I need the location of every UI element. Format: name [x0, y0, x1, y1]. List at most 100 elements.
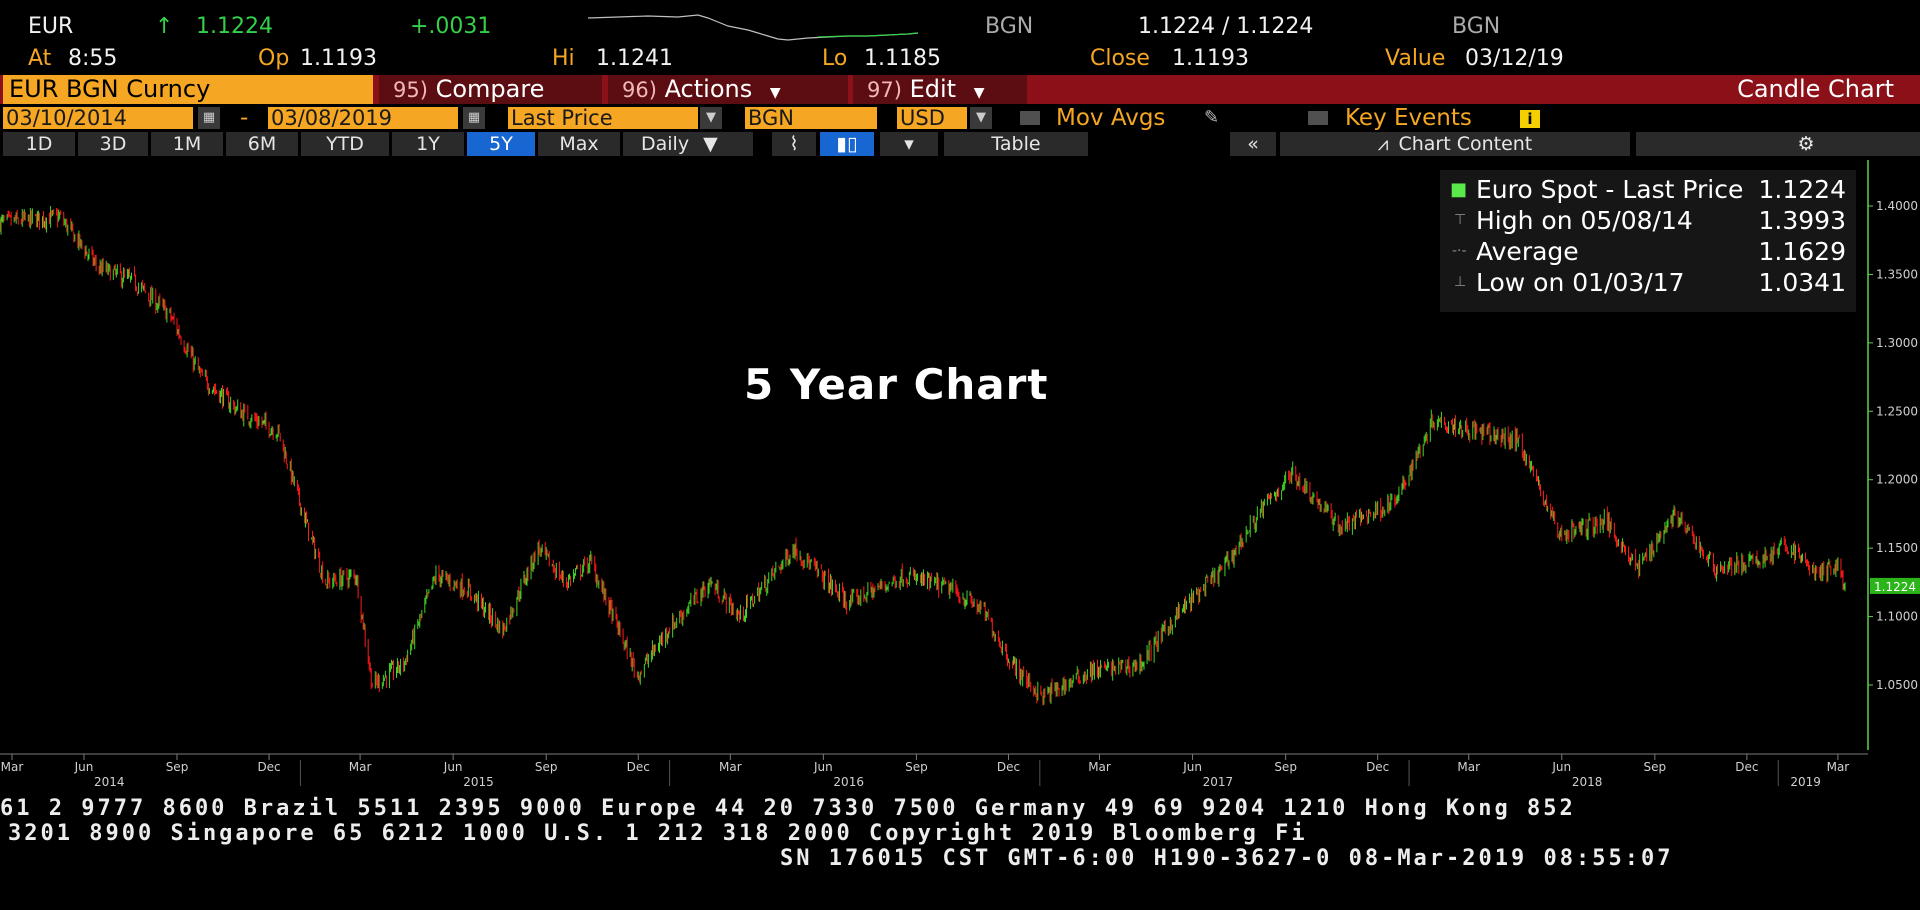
at-value: 8:55 — [68, 46, 118, 71]
legend-row-last-price: ■ Euro Spot - Last Price 1.1224 — [1450, 174, 1846, 205]
legend-series-swatch: ■ — [1450, 179, 1468, 200]
footer-contacts-line2: 3201 8900 Singapore 65 6212 1000 U.S. 1 … — [8, 821, 1308, 846]
mov-avgs-checkbox[interactable] — [1020, 111, 1040, 125]
actions-button[interactable]: 96) Actions ▼ — [608, 75, 848, 104]
at-label: At — [28, 46, 52, 71]
options-toolbar: 03/10/2014 ▦ - 03/08/2019 ▦ Last Price ▼… — [0, 106, 1920, 130]
edit-number: 97) — [867, 78, 902, 102]
low-label: Lo — [822, 46, 848, 71]
chart-content-icon: ⩘ — [1377, 133, 1389, 155]
edit-button[interactable]: 97) Edit ▼ — [853, 75, 1027, 104]
y-tick-label: 1.2500 — [1876, 404, 1918, 418]
field-select[interactable]: Last Price — [508, 107, 698, 129]
x-year-label: 2017 — [1203, 775, 1234, 789]
legend-label: Euro Spot - Last Price — [1476, 175, 1744, 204]
x-month-label: Sep — [535, 760, 558, 774]
last-price-tag-label: 1.1224 — [1874, 580, 1916, 594]
bid-ask: 1.1224 / 1.1224 — [1138, 14, 1314, 39]
up-arrow-icon: ↑ — [155, 14, 174, 39]
x-month-label: Mar — [1, 760, 24, 774]
settings-button[interactable]: ⚙ — [1636, 132, 1920, 156]
close-value: 1.1193 — [1172, 46, 1249, 71]
range-3d-button[interactable]: 3D — [78, 132, 148, 156]
chart-title: 5 Year Chart — [744, 360, 1049, 409]
range-1y-button[interactable]: 1Y — [392, 132, 464, 156]
open-value: 1.1193 — [300, 46, 377, 71]
chevron-down-icon[interactable]: ▾ — [880, 132, 938, 156]
chevron-down-icon[interactable]: ▼ — [700, 107, 722, 129]
compare-button[interactable]: 95) Compare — [379, 75, 602, 104]
high-value: 1.1241 — [596, 46, 673, 71]
end-date-input[interactable]: 03/08/2019 — [268, 107, 458, 129]
table-button[interactable]: Table — [944, 132, 1088, 156]
range-1d-button[interactable]: 1D — [3, 132, 75, 156]
bid-ask-source: BGN — [1452, 14, 1501, 39]
open-label: Op — [258, 46, 290, 71]
actions-label: Actions — [664, 75, 753, 103]
y-tick-label: 1.1000 — [1876, 610, 1918, 624]
key-events-checkbox[interactable] — [1308, 111, 1328, 125]
last-price: 1.1224 — [196, 14, 273, 39]
legend-value: 1.0341 — [1758, 268, 1846, 297]
actions-number: 96) — [622, 78, 657, 102]
chevron-down-icon[interactable]: ▼ — [970, 107, 992, 129]
x-month-label: Dec — [1366, 760, 1389, 774]
x-month-label: Sep — [1644, 760, 1667, 774]
net-change: +.0031 — [410, 14, 492, 39]
line-chart-icon[interactable]: ⌇ — [772, 132, 816, 156]
collapse-icon[interactable]: « — [1230, 132, 1276, 156]
info-icon[interactable]: i — [1520, 106, 1540, 130]
chart-legend: ■ Euro Spot - Last Price 1.1224 ⊤ High o… — [1440, 170, 1856, 312]
legend-label: Low on 01/03/17 — [1476, 268, 1685, 297]
range-ytd-button[interactable]: YTD — [301, 132, 389, 156]
x-month-label: Jun — [443, 760, 463, 774]
low-marker-icon: ⊥ — [1454, 274, 1467, 290]
currency-select[interactable]: USD — [897, 107, 967, 129]
range-toolbar: 1D 3D 1M 6M YTD 1Y 5Y Max Daily ▼ ⌇ ▮▯ ▾… — [0, 131, 1920, 157]
range-1m-button[interactable]: 1M — [151, 132, 223, 156]
period-label: Daily — [641, 133, 690, 155]
close-label: Close — [1090, 46, 1150, 71]
legend-label: High on 05/08/14 — [1476, 206, 1693, 235]
x-year-label: 2018 — [1572, 775, 1603, 789]
price-source: BGN — [985, 14, 1034, 39]
source-input[interactable]: BGN — [745, 107, 877, 129]
y-tick-label: 1.2000 — [1876, 473, 1918, 487]
calendar-icon[interactable]: ▦ — [463, 107, 485, 129]
period-select[interactable]: Daily ▼ — [623, 132, 753, 156]
chart-type-title: Candle Chart — [1737, 75, 1894, 103]
mov-avgs-label[interactable]: Mov Avgs — [1056, 105, 1166, 131]
y-tick-label: 1.3000 — [1876, 336, 1918, 350]
x-month-label: Mar — [1827, 760, 1850, 774]
security-field[interactable]: EUR BGN Curncy — [3, 75, 373, 104]
footer-contacts-line1: 61 2 9777 8600 Brazil 5511 2395 9000 Eur… — [0, 796, 1576, 821]
footer-session-line: SN 176015 CST GMT-6:00 H190-3627-0 08-Ma… — [780, 846, 1674, 871]
x-month-label: Mar — [349, 760, 372, 774]
range-max-button[interactable]: Max — [538, 132, 620, 156]
candle-chart-icon[interactable]: ▮▯ — [820, 132, 874, 156]
legend-value: 1.1629 — [1758, 237, 1846, 266]
y-tick-label: 1.4000 — [1876, 199, 1918, 213]
compare-number: 95) — [393, 78, 428, 102]
chevron-down-icon: ▼ — [769, 85, 781, 101]
chevron-down-icon: ▼ — [973, 85, 985, 101]
y-tick-label: 1.0500 — [1876, 678, 1918, 692]
x-month-label: Dec — [627, 760, 650, 774]
last-price-tag — [1870, 577, 1920, 594]
key-events-label[interactable]: Key Events — [1345, 105, 1472, 131]
candle-chart[interactable]: 1.4000 1.3500 1.3000 1.2500 1.2000 1.1500 1.10… — [0, 160, 1920, 795]
range-6m-button[interactable]: 6M — [226, 132, 298, 156]
range-5y-button[interactable]: 5Y — [467, 132, 535, 156]
calendar-icon[interactable]: ▦ — [198, 107, 220, 129]
pencil-icon[interactable]: ✎ — [1204, 107, 1220, 128]
chevron-down-icon: ▼ — [703, 133, 718, 155]
x-month-label: Sep — [166, 760, 189, 774]
x-month-label: Jun — [1182, 760, 1202, 774]
value-date: 03/12/19 — [1465, 46, 1564, 71]
value-date-label: Value — [1385, 46, 1446, 71]
start-date-input[interactable]: 03/10/2014 — [3, 107, 193, 129]
high-label: Hi — [552, 46, 575, 71]
date-range-dash: - — [240, 105, 249, 131]
chart-content-button[interactable]: ⩘ Chart Content — [1280, 132, 1630, 156]
x-month-label: Mar — [1088, 760, 1111, 774]
